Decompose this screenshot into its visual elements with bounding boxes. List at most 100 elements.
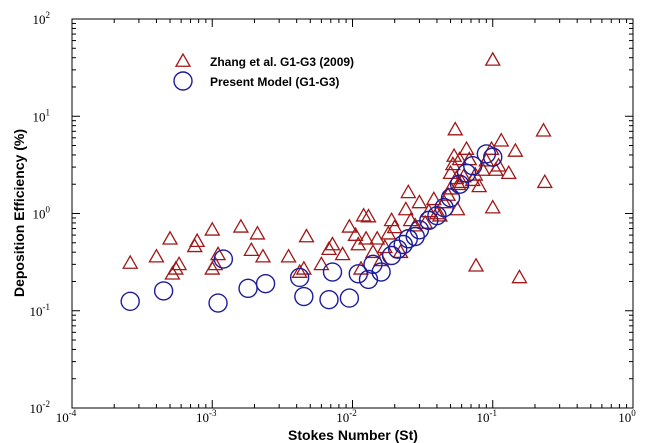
triangle-point bbox=[280, 248, 297, 263]
y-tick-label: 10-2 bbox=[30, 399, 51, 416]
x-tick-label: 100 bbox=[618, 408, 636, 425]
triangle-point bbox=[254, 248, 272, 263]
triangle-point bbox=[420, 203, 437, 218]
triangle-point bbox=[451, 151, 468, 166]
triangle-point bbox=[535, 122, 552, 137]
series-zhang bbox=[122, 51, 553, 284]
triangle-point bbox=[484, 199, 501, 214]
triangle-point bbox=[376, 238, 393, 254]
triangle-point bbox=[536, 173, 553, 189]
circle-point bbox=[434, 197, 454, 218]
circle-point bbox=[405, 226, 425, 247]
circle-point bbox=[427, 205, 447, 226]
y-tick-label: 102 bbox=[33, 10, 51, 27]
triangle-point bbox=[471, 178, 488, 193]
triangle-point bbox=[204, 221, 221, 236]
triangle-point bbox=[458, 140, 475, 155]
circle-point bbox=[449, 174, 470, 194]
triangle-point bbox=[425, 190, 442, 206]
triangle-point bbox=[347, 226, 364, 241]
circle-point bbox=[371, 262, 391, 282]
triangle-point bbox=[435, 194, 453, 209]
triangle-point bbox=[355, 207, 372, 222]
triangle-point bbox=[291, 263, 308, 278]
y-axis-ticks: 10-2 10-1 100 101 102 bbox=[30, 10, 633, 416]
triangle-point bbox=[467, 257, 485, 272]
circle-point bbox=[322, 262, 343, 282]
triangle-point bbox=[467, 166, 484, 181]
triangle-point bbox=[209, 246, 227, 261]
triangle-point bbox=[161, 230, 179, 245]
circle-point bbox=[120, 291, 140, 312]
circle-point bbox=[339, 288, 360, 308]
triangle-point bbox=[148, 248, 165, 263]
legend-item-zhang: Zhang et al. G1-G3 (2009) bbox=[174, 52, 354, 69]
legend-triangle-icon bbox=[174, 52, 192, 67]
triangle-point bbox=[122, 254, 139, 269]
triangle-point bbox=[500, 164, 517, 180]
triangle-point bbox=[232, 218, 249, 233]
circle-point bbox=[381, 245, 402, 266]
legend-label-present-model: Present Model (G1-G3) bbox=[210, 75, 339, 89]
triangle-point bbox=[334, 246, 351, 261]
triangle-point bbox=[364, 243, 382, 259]
triangle-point bbox=[474, 161, 491, 176]
triangle-point bbox=[493, 132, 510, 147]
circle-point bbox=[409, 220, 430, 240]
y-axis-title: Deposition Efficiency (%) bbox=[11, 129, 27, 297]
triangle-point bbox=[411, 194, 428, 209]
legend-triangle-marker bbox=[174, 52, 192, 67]
triangle-point bbox=[450, 175, 467, 191]
triangle-point bbox=[400, 184, 417, 199]
circle-point bbox=[363, 254, 383, 275]
triangle-point bbox=[207, 256, 224, 271]
circle-point bbox=[456, 163, 477, 183]
triangle-point bbox=[511, 269, 528, 284]
x-tick-label: 10-4 bbox=[56, 408, 77, 425]
triangle-point bbox=[442, 164, 459, 180]
triangle-point bbox=[357, 230, 375, 245]
circle-point bbox=[208, 293, 228, 313]
triangle-point bbox=[298, 228, 315, 243]
triangle-point bbox=[369, 230, 386, 245]
triangle-point bbox=[186, 237, 203, 253]
legend-label-zhang: Zhang et al. G1-G3 (2009) bbox=[210, 55, 354, 69]
triangle-point bbox=[170, 256, 188, 271]
y-tick-label: 10-1 bbox=[30, 302, 51, 319]
legend-circle-marker bbox=[173, 71, 193, 91]
y-tick-label: 101 bbox=[33, 107, 51, 124]
triangle-point bbox=[360, 208, 377, 223]
circle-point bbox=[238, 278, 258, 299]
x-axis-ticks: 10-4 10-3 10-2 10-1 100 bbox=[56, 19, 636, 425]
circle-point bbox=[358, 269, 379, 290]
circle-point bbox=[289, 267, 310, 288]
triangle-point bbox=[324, 236, 341, 251]
circle-point bbox=[463, 156, 483, 176]
triangle-point bbox=[386, 219, 403, 234]
triangle-point bbox=[447, 121, 464, 136]
y-tick-label: 100 bbox=[33, 205, 51, 222]
x-tick-label: 10-3 bbox=[196, 408, 217, 425]
plot-frame bbox=[71, 18, 634, 409]
circle-point bbox=[213, 249, 234, 269]
circle-point bbox=[294, 286, 314, 307]
triangle-point bbox=[243, 241, 260, 257]
circle-point bbox=[440, 188, 461, 208]
legend-item-present-model: Present Model (G1-G3) bbox=[173, 71, 339, 91]
series-present-model bbox=[120, 144, 503, 313]
circle-point bbox=[153, 281, 174, 301]
legend: Zhang et al. G1-G3 (2009) Present Model … bbox=[173, 52, 354, 91]
circle-point bbox=[387, 239, 408, 259]
triangle-point bbox=[249, 225, 266, 240]
circle-point bbox=[483, 147, 503, 167]
data-points bbox=[120, 51, 553, 313]
triangle-point bbox=[188, 232, 206, 248]
triangle-point bbox=[373, 252, 390, 267]
legend-circle-icon bbox=[173, 71, 193, 91]
triangle-point bbox=[449, 201, 466, 216]
x-tick-label: 10-1 bbox=[477, 408, 498, 425]
triangle-point bbox=[320, 240, 338, 256]
triangle-point bbox=[484, 51, 501, 66]
circle-point bbox=[319, 289, 339, 310]
